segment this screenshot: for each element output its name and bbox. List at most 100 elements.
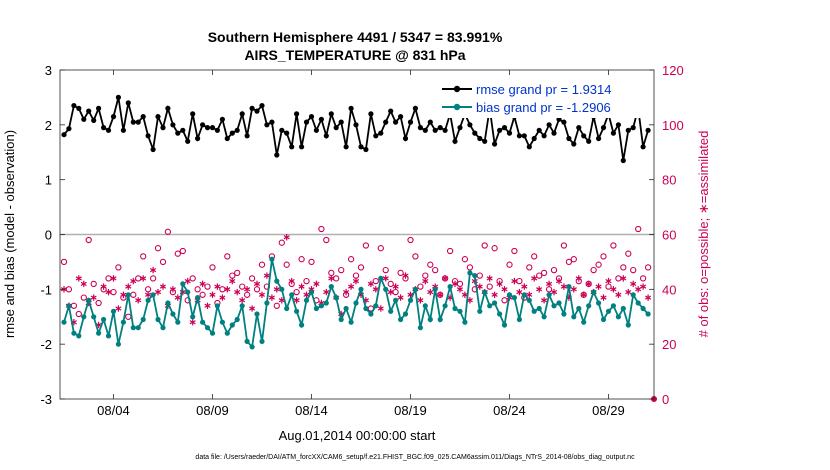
bias-point bbox=[71, 330, 77, 336]
bias-point bbox=[600, 316, 607, 323]
rmse-point bbox=[318, 116, 324, 122]
obs-assimilated-point bbox=[531, 275, 538, 282]
rmse-point bbox=[521, 133, 527, 139]
obs-assimilated-stroke bbox=[130, 278, 137, 284]
obs-assimilated-stroke bbox=[303, 292, 310, 297]
obs-possible-point bbox=[476, 272, 483, 279]
obs-possible-point bbox=[110, 288, 117, 296]
rmse-point bbox=[175, 130, 181, 136]
obs-possible-point bbox=[486, 283, 493, 290]
obs-assimilated-stroke bbox=[189, 320, 196, 325]
legend-bias-label: bias grand pr = -1.2906 bbox=[476, 100, 611, 115]
obs-assimilated-point bbox=[154, 288, 162, 296]
obs-possible-point bbox=[412, 253, 419, 260]
obs-assimilated-point bbox=[313, 280, 320, 288]
obs-possible-point bbox=[338, 266, 345, 274]
obs-possible-point bbox=[540, 269, 548, 277]
bias-point bbox=[477, 308, 483, 314]
obs-possible-point bbox=[75, 310, 82, 318]
rmse-point bbox=[412, 105, 418, 111]
bias-point bbox=[373, 303, 379, 309]
obs-assimilated-stroke bbox=[258, 292, 266, 297]
rmse-point bbox=[254, 108, 260, 114]
obs-assimilated-point bbox=[560, 283, 567, 290]
rmse-point bbox=[526, 144, 532, 150]
obs-assimilated-stroke bbox=[229, 278, 236, 284]
bias-point bbox=[378, 275, 384, 281]
chart-title-line1: Southern Hemisphere 4491 / 5347 = 83.991… bbox=[208, 29, 503, 45]
obs-possible-point bbox=[95, 299, 102, 307]
obs-assimilated-stroke bbox=[328, 276, 335, 281]
bias-point bbox=[180, 281, 186, 287]
bias-point bbox=[497, 311, 503, 317]
bias-point bbox=[586, 303, 592, 309]
bias-point bbox=[264, 300, 270, 306]
obs-assimilated-stroke bbox=[288, 278, 295, 284]
obs-assimilated-stroke bbox=[154, 289, 162, 295]
obs-assimilated-stroke bbox=[516, 289, 523, 295]
bias-point bbox=[596, 300, 602, 306]
obs-assimilated-stroke bbox=[387, 289, 394, 295]
obs-assimilated-stroke bbox=[541, 298, 548, 303]
obs-possible-point bbox=[377, 245, 384, 252]
rmse-point bbox=[284, 130, 290, 136]
obs-assimilated-stroke bbox=[100, 284, 107, 289]
obs-possible-point bbox=[248, 275, 256, 282]
rmse-point bbox=[576, 125, 582, 131]
obs-possible-point bbox=[446, 247, 454, 255]
obs-assimilated-stroke bbox=[615, 292, 622, 297]
obs-assimilated-stroke bbox=[125, 284, 132, 289]
obs-possible-point bbox=[140, 253, 147, 260]
obs-assimilated-stroke bbox=[585, 281, 592, 287]
obs-assimilated-point bbox=[476, 283, 483, 290]
obs-possible-point bbox=[605, 283, 612, 290]
rmse-point bbox=[274, 152, 280, 158]
bias-point bbox=[432, 286, 438, 292]
rmse-point bbox=[279, 127, 285, 133]
rmse-point bbox=[625, 127, 631, 133]
rmse-point bbox=[195, 135, 201, 142]
obs-assimilated-stroke bbox=[442, 276, 449, 281]
bias-point bbox=[313, 305, 319, 312]
obs-possible-point bbox=[65, 286, 73, 293]
obs-assimilated-point bbox=[451, 280, 459, 288]
rmse-point bbox=[541, 133, 547, 139]
bias-point bbox=[353, 300, 359, 306]
rmse-point bbox=[388, 108, 394, 114]
obs-assimilated-point bbox=[169, 286, 176, 293]
obs-possible-point bbox=[283, 261, 290, 268]
obs-assimilated-point bbox=[630, 280, 637, 288]
rmse-point bbox=[76, 105, 82, 111]
x-tick-label: 08/14 bbox=[295, 403, 328, 418]
bias-point bbox=[299, 322, 305, 328]
obs-assimilated-point bbox=[209, 291, 216, 298]
rmse-point bbox=[264, 122, 270, 128]
bias-point bbox=[224, 330, 230, 336]
rmse-point bbox=[269, 119, 275, 125]
y-right-tick-label: 20 bbox=[662, 337, 676, 352]
rmse-point bbox=[482, 138, 488, 144]
obs-possible-point bbox=[427, 261, 434, 268]
obs-assimilated-stroke bbox=[461, 292, 468, 297]
rmse-point bbox=[244, 133, 250, 139]
rmse-point bbox=[373, 133, 379, 139]
y-left-tick-label: 3 bbox=[45, 63, 52, 78]
bias-point bbox=[249, 344, 255, 350]
obs-possible-point bbox=[590, 266, 597, 274]
obs-possible-point bbox=[323, 236, 330, 244]
bias-point bbox=[81, 314, 87, 320]
rmse-point bbox=[150, 146, 156, 153]
obs-assimilated-stroke bbox=[204, 303, 211, 308]
obs-possible-point bbox=[635, 225, 642, 233]
bias-point bbox=[120, 319, 126, 325]
obs-assimilated-point bbox=[427, 288, 434, 296]
obs-assimilated-stroke bbox=[253, 281, 261, 287]
bias-point bbox=[303, 297, 310, 303]
bias-point bbox=[284, 305, 290, 312]
rmse-point bbox=[630, 125, 636, 131]
obs-possible-point bbox=[60, 258, 68, 266]
bias-point bbox=[86, 297, 92, 303]
bias-point bbox=[91, 314, 97, 320]
obs-possible-point bbox=[466, 264, 474, 271]
obs-assimilated-point bbox=[417, 297, 424, 304]
